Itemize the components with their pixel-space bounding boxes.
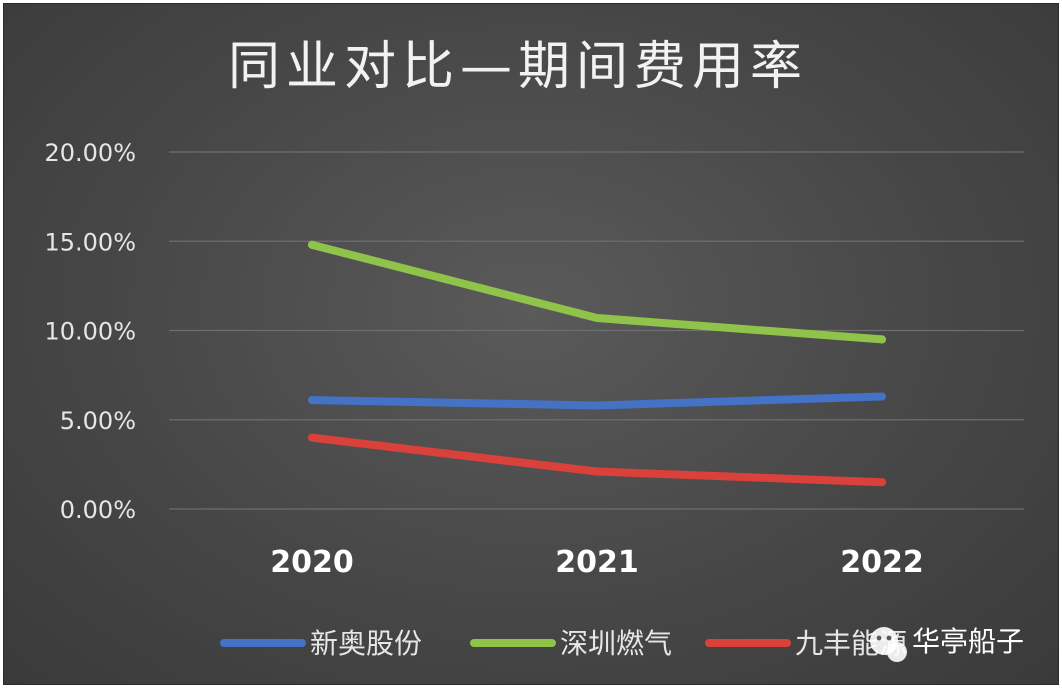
legend-label: 新奥股份 xyxy=(310,627,422,660)
y-tick-label: 20.00% xyxy=(44,139,136,167)
line-chart: 同业对比—期间费用率 0.00%5.00%10.00%15.00%20.00% … xyxy=(44,37,1024,662)
x-tick-label: 2022 xyxy=(840,545,924,580)
watermark: 华亭船子 xyxy=(870,625,1024,662)
watermark-text: 华亭船子 xyxy=(912,625,1024,658)
wechat-icon xyxy=(870,627,907,662)
grid-layer xyxy=(169,151,1024,510)
y-tick-label: 0.00% xyxy=(60,496,136,524)
series-line xyxy=(308,433,886,487)
data-point xyxy=(878,392,886,401)
y-tick-label: 15.00% xyxy=(44,228,136,256)
legend-label: 深圳燃气 xyxy=(560,627,672,660)
legend: 新奥股份 深圳燃气 九丰能源 xyxy=(220,627,907,660)
data-point xyxy=(308,433,316,442)
data-point xyxy=(308,240,316,249)
data-point xyxy=(593,314,601,323)
chart-frame: 同业对比—期间费用率 0.00% 5.00% 10.00% 15.00% 20.00% … xyxy=(3,3,1059,685)
data-point xyxy=(308,396,316,405)
chart-title: 同业对比—期间费用率 xyxy=(228,37,808,97)
data-point xyxy=(593,401,601,410)
series-layer xyxy=(308,240,886,487)
x-tick-label: 2020 xyxy=(270,545,354,580)
x-axis-ticks: 2020 2021 2022 xyxy=(270,545,924,580)
series-line xyxy=(308,240,886,344)
y-tick-label: 10.00% xyxy=(44,318,136,346)
data-point xyxy=(593,467,601,476)
x-tick-label: 2021 xyxy=(555,545,639,580)
data-point xyxy=(878,478,886,487)
data-point xyxy=(878,335,886,344)
y-tick-label: 5.00% xyxy=(60,407,136,435)
y-axis-ticks: 0.00% 5.00% 10.00% 15.00% 20.00% xyxy=(44,139,136,524)
